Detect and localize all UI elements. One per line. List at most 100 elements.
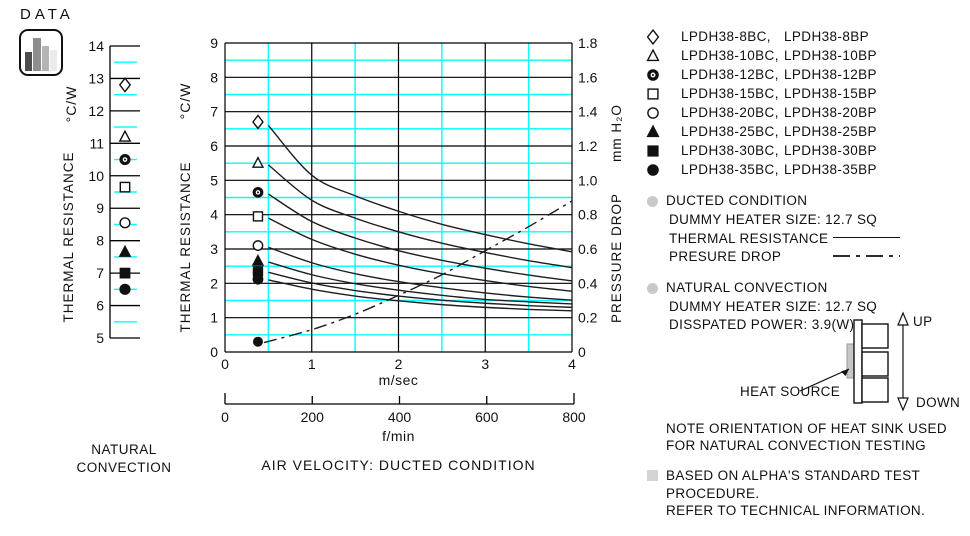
footer-line3: REFER TO TECHNICAL INFORMATION. (666, 503, 926, 518)
legend-item[interactable]: LPDH38-35BC, LPDH38-35BP (645, 160, 965, 179)
bullet-icon (647, 283, 658, 294)
thermal-curve (267, 124, 573, 253)
legend-item[interactable]: LPDH38-30BC, LPDH38-30BP (645, 141, 965, 160)
square-open-icon (647, 87, 659, 100)
svg-text:PRESSURE DROP: PRESSURE DROP (609, 193, 624, 323)
legend-model-bc: LPDH38-20BC, (681, 105, 779, 120)
svg-text:6: 6 (96, 298, 104, 314)
legend-item[interactable]: LPDH38-8BC, LPDH38-8BP (645, 27, 965, 46)
heat-source-label: HEAT SOURCE (740, 384, 841, 399)
ducted-dummy-heater-line: DUMMY HEATER SIZE: 12.7 SQ (669, 212, 878, 227)
bar-chart-icon-bar (33, 38, 41, 71)
heat-sink-diagram (799, 311, 909, 412)
svg-text:0: 0 (221, 409, 229, 425)
svg-text:13: 13 (88, 70, 104, 86)
svg-text:0.2: 0.2 (578, 310, 598, 326)
up-label: UP (913, 314, 933, 329)
legend-item[interactable]: LPDH38-20BC, LPDH38-20BP (645, 103, 965, 122)
svg-text:600: 600 (475, 409, 499, 425)
legend-model-bp: LPDH38-35BP (784, 162, 877, 177)
legend-item[interactable]: LPDH38-10BC, LPDH38-10BP (645, 46, 965, 65)
svg-text:1: 1 (308, 356, 316, 372)
legend-model-bc: LPDH38-8BC, (681, 29, 771, 44)
orientation-note-line2: FOR NATURAL CONVECTION TESTING (666, 438, 927, 453)
legend-model-bc: LPDH38-10BC, (681, 48, 779, 63)
legend-item[interactable]: LPDH38-25BC, LPDH38-25BP (645, 122, 965, 141)
svg-text:1.4: 1.4 (578, 104, 598, 120)
legend-item[interactable]: LPDH38-12BC, LPDH38-12BP (645, 65, 965, 84)
ducted-condition-heading: DUCTED CONDITION (666, 193, 808, 208)
svg-text:1: 1 (210, 310, 218, 326)
svg-text:7: 7 (210, 104, 218, 120)
thermal-curve (268, 261, 573, 305)
thermal-curve (268, 193, 573, 282)
caption-line1: NATURAL (91, 442, 157, 457)
svg-text:°C/W: °C/W (63, 86, 79, 123)
svg-text:200: 200 (301, 409, 325, 425)
natural-convection-chart: 14 13 12 11 10 9 8 7 6 5 °C/W THERMAL RESISTANCE (61, 38, 140, 346)
svg-text:1.6: 1.6 (578, 69, 598, 85)
thermal-resistance-key-label: THERMAL RESISTANCE (669, 231, 829, 246)
legend-model-bp: LPDH38-25BP (784, 124, 877, 139)
diamond-open-icon (646, 28, 660, 45)
svg-text:9: 9 (96, 200, 104, 216)
legend-model-bc: LPDH38-12BC, (681, 67, 779, 82)
svg-text:7: 7 (96, 265, 104, 281)
bar-chart-icon-bar (50, 50, 57, 71)
svg-text:5: 5 (96, 330, 104, 346)
svg-text:1.2: 1.2 (578, 138, 598, 154)
heat-source-block (846, 343, 855, 379)
legend-model-bp: LPDH38-15BP (784, 86, 877, 101)
legend-model-bc: LPDH38-30BC, (681, 143, 779, 158)
svg-text:1.8: 1.8 (578, 35, 598, 51)
triangle-filled-icon (646, 124, 660, 137)
legend-model-bp: LPDH38-10BP (784, 48, 877, 63)
bullet-icon (647, 196, 658, 207)
legend-model-bp: LPDH38-20BP (784, 105, 877, 120)
svg-text:14: 14 (88, 38, 104, 54)
natural-dummy-heater-line: DUMMY HEATER SIZE: 12.7 SQ (669, 299, 878, 314)
dissipated-power-line: DISSPATED POWER: 3.9(W) (669, 317, 855, 332)
legend-model-bp: LPDH38-12BP (784, 67, 877, 82)
legend-item[interactable]: LPDH38-15BC, LPDH38-15BP (645, 84, 965, 103)
svg-text:8: 8 (96, 233, 104, 249)
data-label: DATA (20, 6, 74, 23)
caption-line2: CONVECTION (76, 459, 172, 475)
svg-text:°C/W: °C/W (177, 83, 193, 120)
bar-chart-icon[interactable] (19, 29, 63, 76)
dash-dot-line-key-icon (833, 255, 900, 257)
svg-text:10: 10 (88, 168, 104, 184)
chart-title: AIR VELOCITY: DUCTED CONDITION (261, 457, 536, 473)
natural-convection-caption: NATURAL CONVECTION (58, 441, 190, 476)
down-label: DOWN (916, 395, 961, 410)
bar-chart-icon-bar (25, 52, 32, 71)
pressure-drop-curve (263, 200, 573, 344)
legend-model-bp: LPDH38-8BP (784, 29, 870, 44)
svg-text:6: 6 (210, 138, 218, 154)
svg-text:mm H₂O: mm H₂O (609, 104, 624, 162)
footer-line2: PROCEDURE. (666, 486, 760, 501)
thermal-curve (268, 217, 573, 292)
svg-text:2: 2 (395, 356, 403, 372)
svg-text:0: 0 (578, 344, 586, 360)
solid-line-key-icon (833, 237, 900, 238)
circle-open-icon (647, 106, 659, 119)
svg-text:4: 4 (210, 207, 218, 223)
svg-text:0: 0 (210, 344, 218, 360)
square-filled-icon (647, 144, 659, 157)
svg-text:4: 4 (568, 356, 576, 372)
svg-text:8: 8 (210, 69, 218, 85)
legend-model-bc: LPDH38-15BC, (681, 86, 779, 101)
svg-text:m/sec: m/sec (379, 372, 419, 388)
orientation-note-line1: NOTE ORIENTATION OF HEAT SINK USED (666, 421, 947, 436)
footer-line1: BASED ON ALPHA'S STANDARD TEST (666, 468, 921, 483)
bullseye-icon (647, 68, 659, 81)
svg-text:3: 3 (210, 241, 218, 257)
svg-text:0: 0 (221, 356, 229, 372)
triangle-open-icon (646, 48, 660, 61)
svg-text:9: 9 (210, 35, 218, 51)
svg-text:11: 11 (89, 135, 104, 151)
model-legend: LPDH38-8BC, LPDH38-8BP LPDH38-10BC, LPDH38-… (645, 27, 965, 179)
